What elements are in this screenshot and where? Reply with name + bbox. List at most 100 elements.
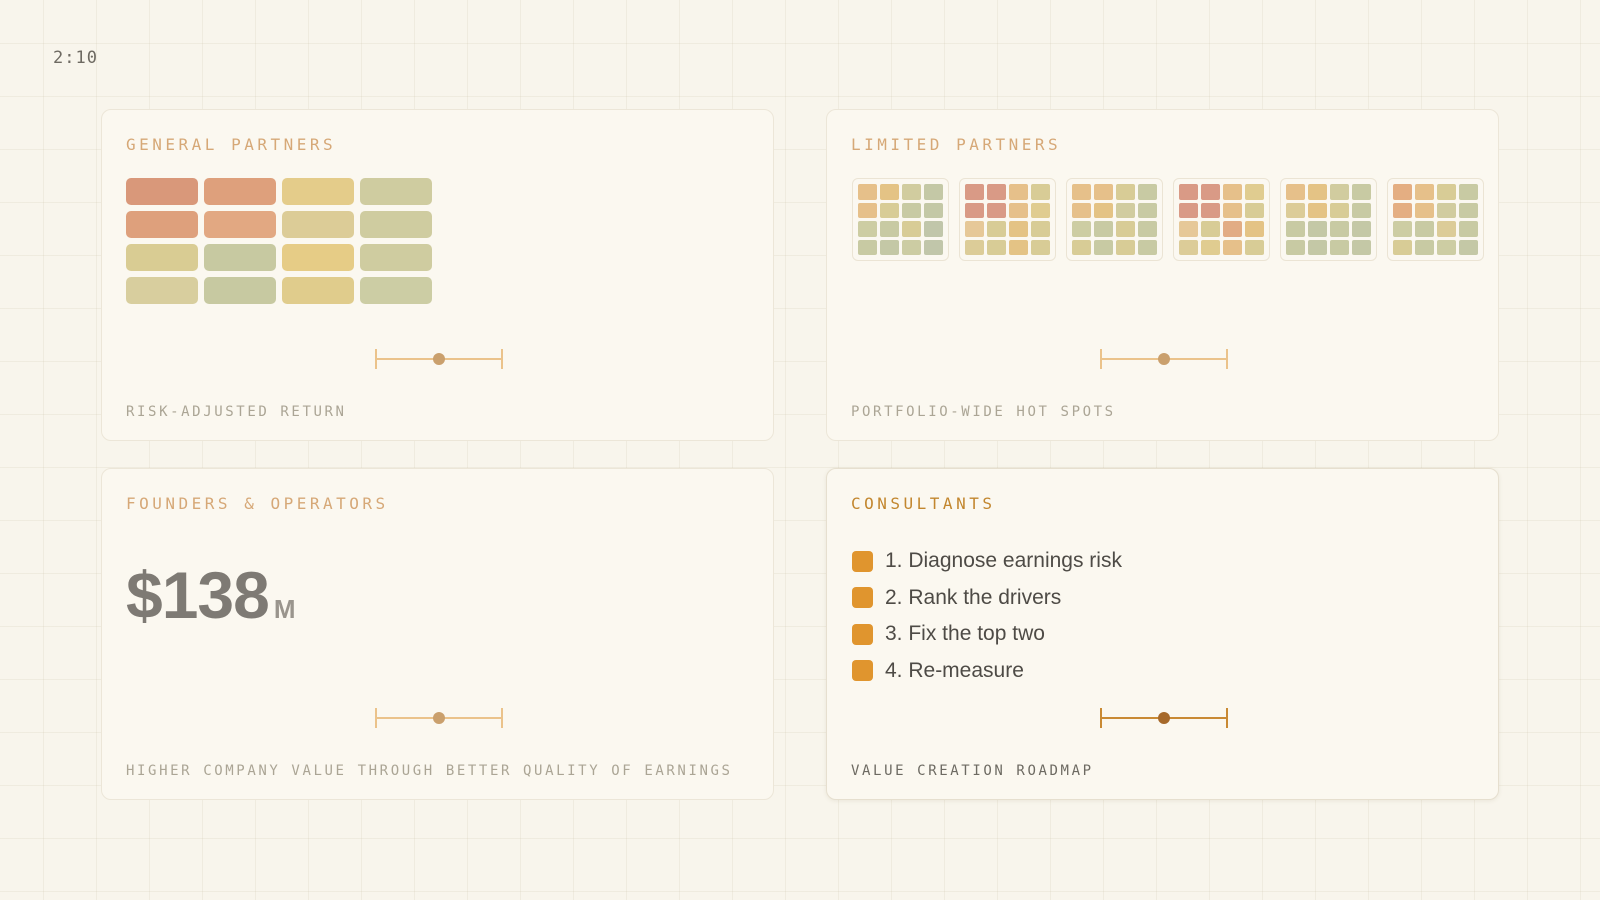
company-heatmap [1280,178,1377,261]
position-slider[interactable] [375,347,503,371]
heatmap-cell [987,239,1006,255]
company-heatmap [852,178,949,261]
heatmap-cell [902,184,921,200]
risk-heatmap [126,178,432,304]
heatmap-cell [1308,202,1327,218]
heatmap-cell [1009,202,1028,218]
step-bullet-icon [852,587,873,609]
heatmap-cell [965,202,984,218]
heatmap-cell [1031,202,1050,218]
position-slider[interactable] [1100,347,1228,371]
position-slider[interactable] [1100,706,1228,730]
heatmap-cell [1352,239,1371,255]
heatmap-cell [1459,221,1478,237]
heatmap-cell [1437,202,1456,218]
heatmap-cell [880,221,899,237]
heatmap-cell [1179,221,1198,237]
heatmap-cell [1031,239,1050,255]
heatmap-cell [1179,202,1198,218]
heatmap-cell [204,178,276,205]
heatmap-cell [1138,239,1157,255]
general-partners-card[interactable]: GENERAL PARTNERS RISK-ADJUSTED RETURN [101,109,774,441]
portfolio-heatmaps [852,178,1484,261]
heatmap-cell [1245,239,1264,255]
heatmap-cell [282,211,354,238]
card-caption: RISK-ADJUSTED RETURN [126,404,347,420]
heatmap-cell [880,239,899,255]
heatmap-cell [1352,184,1371,200]
heatmap-cell [1286,202,1305,218]
heatmap-cell [282,178,354,205]
heatmap-cell [858,221,877,237]
heatmap-cell [204,211,276,238]
heatmap-cell [1330,202,1349,218]
heatmap-cell [1009,221,1028,237]
heatmap-cell [1415,239,1434,255]
heatmap-cell [360,277,432,304]
slider-knob[interactable] [1158,712,1170,724]
heatmap-cell [1393,239,1412,255]
heatmap-cell [880,184,899,200]
heatmap-cell [902,221,921,237]
company-heatmap [1387,178,1484,261]
company-value: $138 M [126,557,296,633]
consultants-card[interactable]: CONSULTANTS 1. Diagnose earnings risk 2.… [826,468,1499,800]
heatmap-cell [1245,202,1264,218]
heatmap-cell [204,277,276,304]
heatmap-cell [1415,202,1434,218]
roadmap-step: 3. Fix the top two [852,616,1122,653]
company-heatmap [959,178,1056,261]
position-slider[interactable] [375,706,503,730]
heatmap-cell [858,184,877,200]
slider-knob[interactable] [1158,353,1170,365]
heatmap-cell [1072,202,1091,218]
heatmap-cell [282,277,354,304]
heatmap-cell [987,221,1006,237]
heatmap-cell [1223,202,1242,218]
roadmap-step: 4. Re-measure [852,653,1122,690]
heatmap-cell [1415,221,1434,237]
step-bullet-icon [852,623,873,645]
heatmap-cell [1223,239,1242,255]
heatmap-cell [1138,202,1157,218]
heatmap-cell [1201,221,1220,237]
founders-operators-card[interactable]: FOUNDERS & OPERATORS $138 M HIGHER COMPAN… [101,468,774,800]
heatmap-cell [1286,221,1305,237]
heatmap-cell [1393,184,1412,200]
heatmap-cell [1286,184,1305,200]
slider-right-cap [1226,349,1228,369]
heatmap-cell [924,239,943,255]
card-title: LIMITED PARTNERS [851,135,1062,154]
roadmap-steps: 1. Diagnose earnings risk 2. Rank the dr… [852,543,1122,689]
heatmap-cell [1459,202,1478,218]
card-title: GENERAL PARTNERS [126,135,337,154]
heatmap-cell [965,184,984,200]
heatmap-cell [1094,202,1113,218]
heatmap-cell [1459,184,1478,200]
roadmap-step: 1. Diagnose earnings risk [852,543,1122,580]
heatmap-cell [1330,184,1349,200]
heatmap-cell [1223,221,1242,237]
heatmap-cell [1116,184,1135,200]
card-caption: HIGHER COMPANY VALUE THROUGH BETTER QUAL… [126,763,733,779]
heatmap-cell [126,211,198,238]
limited-partners-card[interactable]: LIMITED PARTNERS PORTFOLIO-WIDE HOT SPOT… [826,109,1499,441]
card-caption: PORTFOLIO-WIDE HOT SPOTS [851,404,1116,420]
card-title: CONSULTANTS [851,494,996,513]
heatmap-cell [1094,239,1113,255]
heatmap-cell [965,221,984,237]
roadmap-step: 2. Rank the drivers [852,580,1122,617]
heatmap-cell [360,178,432,205]
slider-knob[interactable] [433,712,445,724]
heatmap-cell [1308,239,1327,255]
heatmap-cell [1072,221,1091,237]
heatmap-cell [1330,221,1349,237]
heatmap-cell [1223,184,1242,200]
heatmap-cell [360,244,432,271]
heatmap-cell [902,239,921,255]
card-title: FOUNDERS & OPERATORS [126,494,389,513]
heatmap-cell [1245,221,1264,237]
heatmap-cell [1437,184,1456,200]
step-label: 3. Fix the top two [885,622,1045,646]
slider-knob[interactable] [433,353,445,365]
